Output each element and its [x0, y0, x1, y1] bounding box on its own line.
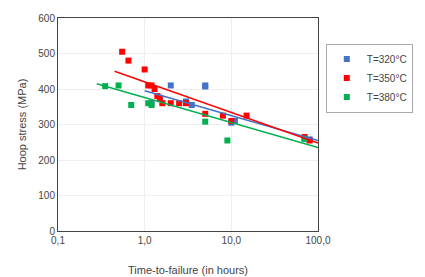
- svg-text:T=350°C: T=350°C: [367, 73, 407, 84]
- svg-text:T=380°C: T=380°C: [367, 92, 407, 103]
- svg-text:500: 500: [38, 48, 55, 59]
- svg-text:400: 400: [38, 84, 55, 95]
- svg-text:Time-to-failure (in hours): Time-to-failure (in hours): [128, 264, 248, 276]
- svg-text:200: 200: [38, 155, 55, 166]
- svg-text:10,0: 10,0: [222, 235, 242, 246]
- svg-text:0: 0: [49, 226, 55, 237]
- svg-text:T=320°C: T=320°C: [367, 54, 407, 65]
- svg-text:1,0: 1,0: [138, 235, 152, 246]
- svg-text:100: 100: [38, 190, 55, 201]
- svg-text:0,1: 0,1: [51, 235, 65, 246]
- svg-text:100,0: 100,0: [305, 235, 330, 246]
- svg-text:600: 600: [38, 13, 55, 24]
- svg-text:300: 300: [38, 119, 55, 130]
- svg-text:Hoop stress (MPa): Hoop stress (MPa): [16, 79, 28, 171]
